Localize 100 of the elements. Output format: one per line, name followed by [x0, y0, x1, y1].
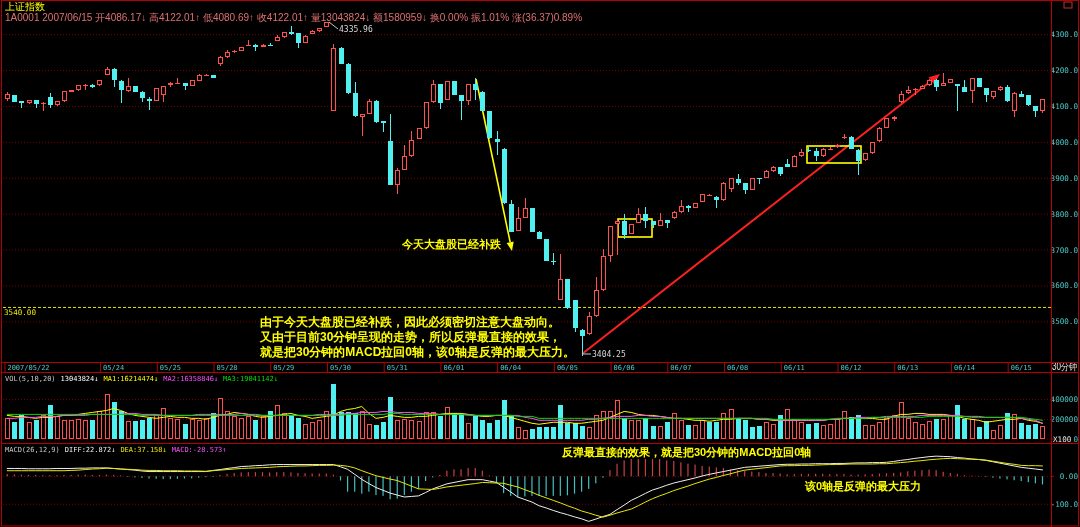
- bar: [899, 402, 904, 439]
- bar: [884, 418, 889, 439]
- candlestick: [771, 167, 776, 171]
- bar: [473, 416, 478, 439]
- candlestick: [12, 95, 17, 102]
- candlestick: [558, 253, 563, 300]
- bar: [331, 384, 336, 439]
- candlestick: [303, 36, 308, 43]
- bar: [395, 420, 400, 439]
- candlestick: [799, 148, 804, 156]
- bar: [785, 409, 790, 439]
- candlestick: [445, 81, 450, 100]
- candlestick: [388, 113, 393, 185]
- bar: [636, 420, 641, 439]
- candlestick: [495, 130, 500, 156]
- candlestick: [168, 83, 173, 88]
- bar: [721, 413, 726, 439]
- candlestick: [884, 118, 889, 128]
- candlestick: [282, 32, 287, 37]
- bar: [544, 427, 549, 439]
- bar: [133, 421, 138, 439]
- bar: [438, 416, 443, 439]
- candlestick: [806, 146, 811, 151]
- candlestick: [537, 232, 542, 239]
- bar: [62, 420, 67, 439]
- candlestick: [778, 167, 783, 177]
- bar: [835, 419, 840, 439]
- candlestick: [395, 167, 400, 195]
- candlestick: [48, 92, 53, 109]
- candlestick: [1033, 106, 1038, 118]
- candlestick: [218, 57, 223, 67]
- bar: [1005, 413, 1010, 439]
- candlestick: [892, 117, 897, 122]
- bar: [551, 427, 556, 439]
- bar: [970, 419, 975, 439]
- bar: [225, 411, 230, 439]
- bar: [175, 419, 180, 439]
- bar: [402, 419, 407, 439]
- annotation: 4335.96: [339, 25, 373, 34]
- candlestick: [424, 102, 429, 128]
- bar: [700, 420, 705, 439]
- candlestick: [34, 100, 39, 109]
- candlestick: [62, 91, 67, 101]
- annotation: 由于今天大盘股已经补跌，因此必须密切注意大盘动向。又由于目前30分钟呈现的走势，所以反弹最直接的效果，就是把30分钟的MACD拉回0轴，该0轴是反弹的最大压力。: [259, 315, 575, 359]
- bar: [204, 418, 209, 439]
- bar: [984, 421, 989, 439]
- candlestick: [353, 81, 358, 116]
- candlestick: [331, 43, 336, 111]
- annotation: 3404.25: [592, 350, 626, 359]
- candlestick: [927, 80, 932, 85]
- bar: [12, 422, 17, 439]
- candlestick: [296, 33, 301, 49]
- candlestick: [622, 213, 627, 240]
- candlestick: [459, 95, 464, 121]
- bar: [877, 422, 882, 439]
- candlestick: [381, 121, 386, 133]
- bar: [870, 425, 875, 439]
- bar: [509, 416, 514, 439]
- bar: [346, 412, 351, 439]
- bar: [168, 418, 173, 439]
- bar: [41, 415, 46, 439]
- bar: [587, 427, 592, 439]
- candlestick: [161, 86, 166, 103]
- bar: [757, 426, 762, 439]
- bar: [771, 424, 776, 439]
- bar: [920, 424, 925, 439]
- bar: [445, 407, 450, 439]
- bar: [105, 394, 110, 439]
- bar: [693, 425, 698, 439]
- bar: [502, 400, 507, 439]
- bar: [353, 413, 358, 439]
- bar: [97, 411, 102, 439]
- bar: [48, 405, 53, 439]
- candlestick: [154, 88, 159, 101]
- text: 1A0001 2007/06/15 开4086.17↓ 高4122.01↑ 低4080.69↑ 收4122.01↑ 量13043824↓ 额1580959↓ 换0.00% 振1.01% 涨(36.37)0.89%: [5, 11, 583, 23]
- candlestick: [877, 128, 882, 141]
- bar: [828, 424, 833, 439]
- bar: [296, 418, 301, 439]
- candlestick: [934, 80, 939, 92]
- candlestick: [821, 149, 826, 156]
- chart-title: 上证指数: [5, 1, 45, 12]
- bar: [154, 415, 159, 439]
- annotation: 反弹最直接的效果，就是把30分钟的MACD拉回0轴: [561, 446, 812, 459]
- candlestick: [686, 206, 691, 213]
- candlestick: [615, 221, 620, 256]
- bar: [927, 421, 932, 439]
- candlestick: [183, 83, 188, 91]
- candlestick: [849, 137, 854, 149]
- candlestick: [502, 149, 507, 203]
- bar: [27, 422, 32, 439]
- bar: [906, 418, 911, 439]
- bar: [452, 413, 457, 439]
- candlestick: [587, 311, 592, 334]
- bar: [643, 418, 648, 439]
- bar: [409, 420, 414, 439]
- candlestick: [1005, 84, 1010, 101]
- bar: [629, 420, 634, 439]
- bar: [480, 420, 485, 439]
- candlestick: [105, 66, 110, 75]
- bar: [119, 411, 124, 439]
